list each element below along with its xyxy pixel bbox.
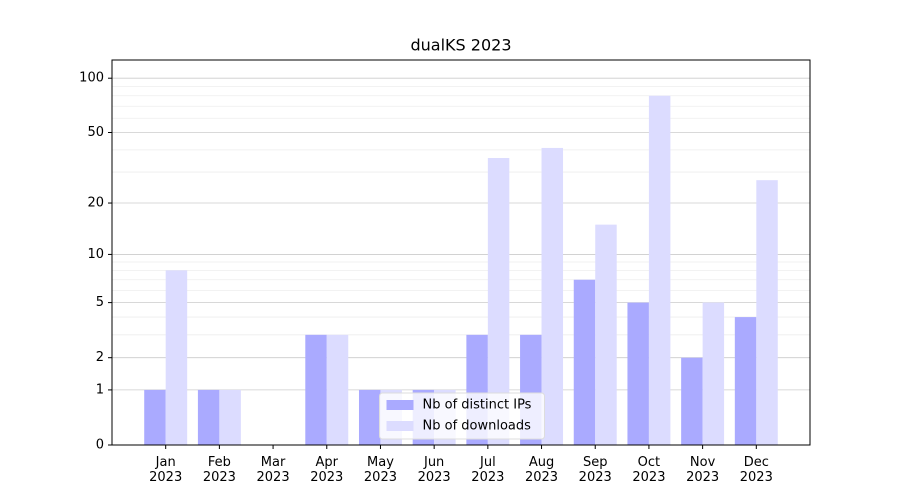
y-tick-label: 10 bbox=[87, 247, 104, 262]
x-tick-label: May 2023 bbox=[364, 455, 397, 485]
bar bbox=[144, 389, 166, 445]
x-tick-label: Mar 2023 bbox=[257, 455, 290, 485]
chart-title: dualKS 2023 bbox=[411, 36, 512, 55]
bar bbox=[326, 334, 349, 445]
legend-label: Nb of distinct IPs bbox=[423, 398, 532, 413]
legend-label: Nb of downloads bbox=[423, 419, 532, 434]
bar bbox=[219, 389, 241, 445]
y-tick-label: 1 bbox=[96, 382, 104, 397]
bar bbox=[734, 317, 757, 445]
y-tick-label: 2 bbox=[96, 350, 104, 365]
y-tick-label: 5 bbox=[96, 295, 104, 310]
bar bbox=[681, 357, 703, 445]
bar bbox=[573, 279, 596, 445]
bar bbox=[541, 147, 564, 445]
bar bbox=[165, 270, 188, 445]
x-tick-label: Jun 2023 bbox=[418, 455, 451, 485]
y-tick-label: 0 bbox=[96, 438, 104, 453]
y-tick-label: 20 bbox=[87, 196, 104, 211]
y-tick-label: 100 bbox=[79, 71, 104, 86]
x-tick-label: Apr 2023 bbox=[310, 455, 343, 485]
x-tick-label: Jul 2023 bbox=[471, 455, 504, 485]
x-tick-label: Oct 2023 bbox=[632, 455, 665, 485]
x-tick-label: Dec 2023 bbox=[740, 455, 773, 485]
bar bbox=[702, 302, 725, 445]
legend-box bbox=[379, 392, 545, 440]
x-tick-label: Aug 2023 bbox=[525, 455, 558, 485]
x-tick-label: Feb 2023 bbox=[203, 455, 236, 485]
plot-frame bbox=[111, 59, 811, 446]
x-tick-label: Jan 2023 bbox=[149, 455, 182, 485]
legend-swatch bbox=[386, 421, 414, 431]
bar bbox=[197, 389, 220, 445]
bar bbox=[648, 95, 671, 445]
x-tick-label: Sep 2023 bbox=[579, 455, 612, 485]
bar bbox=[627, 302, 649, 445]
bar bbox=[358, 389, 381, 445]
bar bbox=[756, 180, 778, 445]
legend-swatch bbox=[386, 400, 414, 410]
bar bbox=[305, 334, 327, 445]
bar bbox=[595, 224, 617, 445]
bar bbox=[487, 158, 510, 445]
y-tick-label: 50 bbox=[87, 125, 104, 140]
x-tick-label: Nov 2023 bbox=[686, 455, 719, 485]
